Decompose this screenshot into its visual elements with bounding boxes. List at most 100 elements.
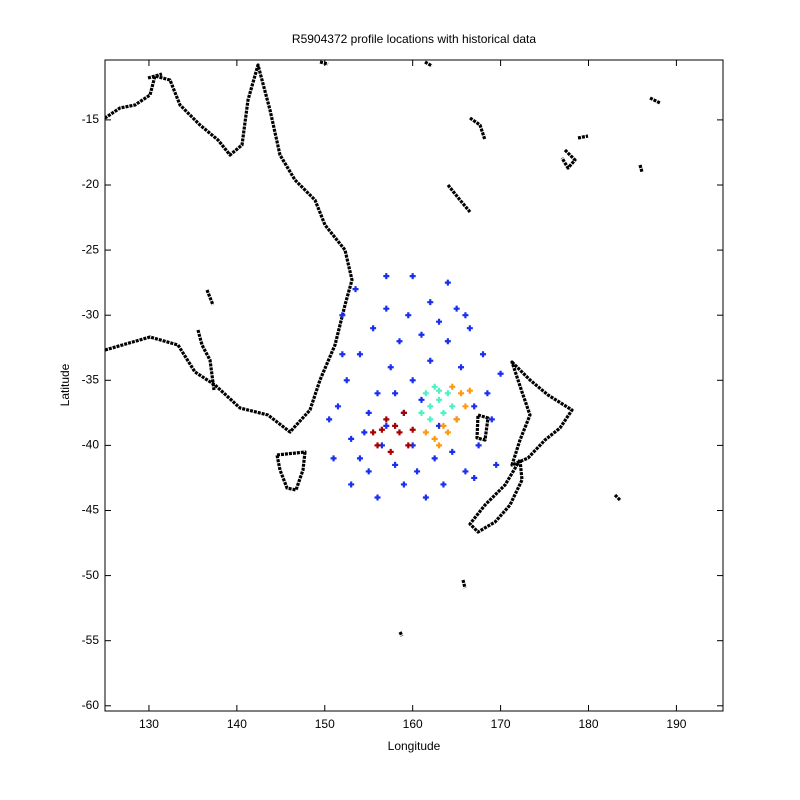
data-point <box>422 390 429 397</box>
data-point <box>418 409 425 416</box>
data-point <box>436 318 443 325</box>
data-point <box>383 273 390 280</box>
data-point <box>471 403 478 410</box>
coastline-australia <box>105 63 354 434</box>
coastline-island <box>398 631 404 637</box>
data-point <box>422 429 429 436</box>
data-point <box>361 429 368 436</box>
data-point <box>458 364 465 371</box>
coastline-nz-south <box>468 458 524 534</box>
data-point <box>396 429 403 436</box>
x-tick-label: 150 <box>315 717 335 731</box>
data-point <box>431 455 438 462</box>
y-tick-label: -25 <box>82 242 100 256</box>
coastline-island <box>205 289 215 306</box>
coastline-island <box>147 72 163 80</box>
data-point <box>427 403 434 410</box>
data-point <box>365 468 372 475</box>
data-point <box>396 338 403 345</box>
data-point <box>466 325 473 332</box>
coastline-island <box>560 148 577 170</box>
scatter-points <box>326 273 504 501</box>
data-point <box>330 455 337 462</box>
x-tick-label: 130 <box>139 717 159 731</box>
coastline-tasmania <box>275 450 307 492</box>
coastline-island <box>461 579 467 589</box>
data-point <box>352 286 359 293</box>
data-point <box>493 461 500 468</box>
data-point <box>427 299 434 306</box>
data-point <box>466 387 473 394</box>
data-point <box>444 390 451 397</box>
data-point <box>392 390 399 397</box>
data-point <box>458 390 465 397</box>
data-point <box>370 325 377 332</box>
y-tick-label: -60 <box>82 698 100 712</box>
y-tick-label: -30 <box>82 307 100 321</box>
coastline <box>105 60 661 637</box>
data-point <box>440 422 447 429</box>
coastline-island <box>577 134 589 140</box>
chart-title: R5904372 profile locations with historic… <box>292 32 536 46</box>
data-point <box>436 387 443 394</box>
data-point <box>348 481 355 488</box>
data-point <box>414 468 421 475</box>
y-tick-label: -45 <box>82 503 100 517</box>
data-point <box>436 442 443 449</box>
coastline-island <box>469 116 487 141</box>
data-point <box>370 429 377 436</box>
data-point <box>383 422 390 429</box>
data-point <box>453 416 460 423</box>
data-point <box>471 474 478 481</box>
coastline-island <box>649 96 661 105</box>
y-tick-label: -35 <box>82 372 100 386</box>
data-point <box>356 455 363 462</box>
data-point <box>449 383 456 390</box>
coastline-island <box>196 329 216 391</box>
x-tick-label: 180 <box>578 717 598 731</box>
y-tick-label: -50 <box>82 568 100 582</box>
data-point <box>383 416 390 423</box>
data-point <box>427 416 434 423</box>
data-point <box>339 312 346 319</box>
data-point <box>444 279 451 286</box>
coastline-island <box>613 493 622 502</box>
data-point <box>449 403 456 410</box>
data-point <box>374 442 381 449</box>
coastline-nz-north <box>510 360 574 467</box>
x-axis-label: Longitude <box>388 739 441 753</box>
data-point <box>431 435 438 442</box>
data-point <box>387 448 394 455</box>
data-point <box>475 442 482 449</box>
data-point <box>480 351 487 358</box>
x-tick-label: 140 <box>227 717 247 731</box>
data-point <box>418 396 425 403</box>
data-point <box>374 390 381 397</box>
data-point <box>400 409 407 416</box>
data-point <box>365 409 372 416</box>
data-point <box>497 370 504 377</box>
y-tick-label: -40 <box>82 438 100 452</box>
data-point <box>334 403 341 410</box>
data-point <box>356 351 363 358</box>
data-point <box>422 494 429 501</box>
data-point <box>343 377 350 384</box>
coastline-island <box>446 184 472 214</box>
data-point <box>378 426 385 433</box>
data-point <box>409 426 416 433</box>
data-point <box>409 273 416 280</box>
data-point <box>462 312 469 319</box>
data-point <box>392 461 399 468</box>
data-point <box>409 377 416 384</box>
y-tick-label: -15 <box>82 112 100 126</box>
coastline-island <box>319 60 329 66</box>
data-point <box>444 429 451 436</box>
y-tick-label: -20 <box>82 177 100 191</box>
data-point <box>405 442 412 449</box>
data-point <box>462 468 469 475</box>
data-point <box>400 481 407 488</box>
y-axis-label: Latitude <box>58 363 72 406</box>
x-tick-label: 170 <box>491 717 511 731</box>
